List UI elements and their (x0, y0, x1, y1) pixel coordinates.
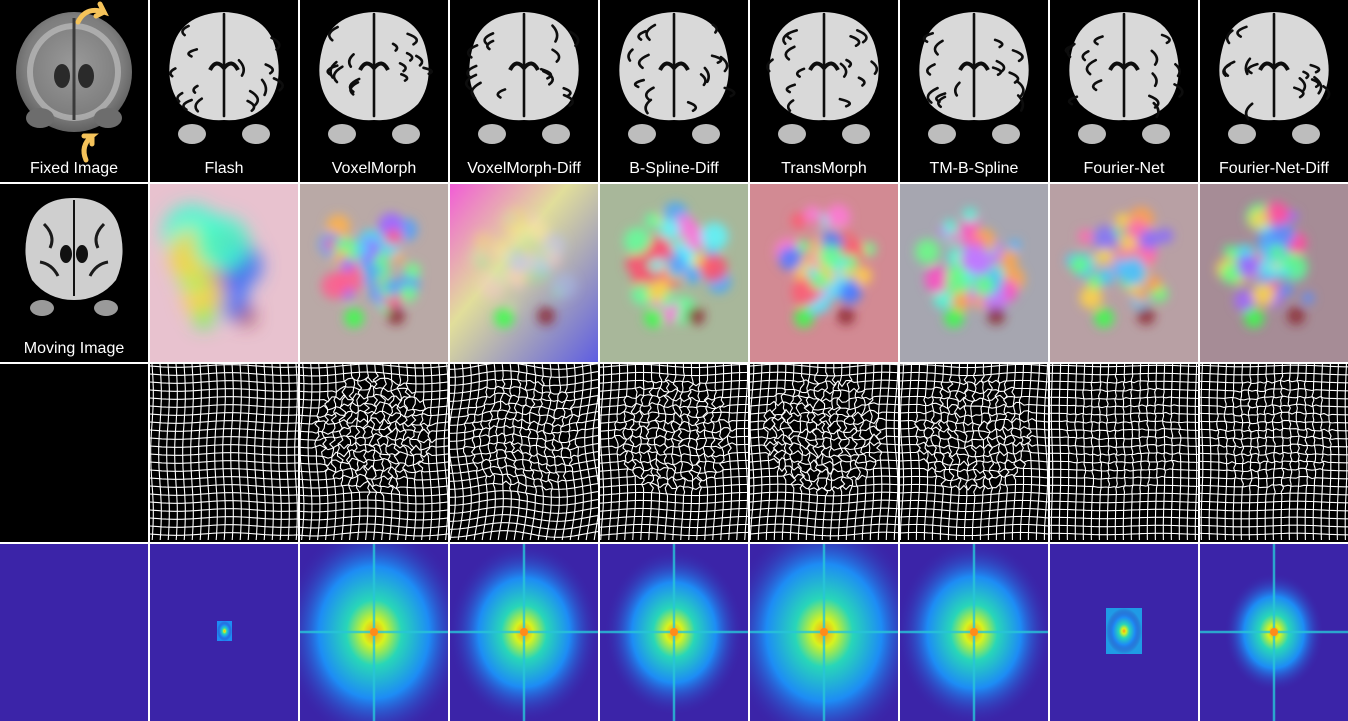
warped-brain-image (750, 0, 898, 182)
frequency-spectrum (600, 544, 748, 721)
warped-brain-image (450, 0, 598, 182)
fixed-image-cell: Fixed Image (0, 0, 148, 182)
warped-cell-voxelmorph-diff: VoxelMorph-Diff (450, 0, 598, 182)
warped-cell-b-spline-diff: B-Spline-Diff (600, 0, 748, 182)
deformation-grid (900, 364, 1048, 542)
spectrum-cell-b-spline-diff (600, 544, 748, 721)
grid-cell-tm-b-spline (900, 364, 1048, 542)
frequency-spectrum (1050, 544, 1198, 721)
flow-cell-tm-b-spline (900, 184, 1048, 362)
grid-cell-b-spline-diff (600, 364, 748, 542)
flow-cell-fourier-net (1050, 184, 1198, 362)
grid-cell-empty (0, 364, 148, 542)
deformation-grid (600, 364, 748, 542)
method-label: Fourier-Net (1083, 160, 1165, 177)
fixed-image-label: Fixed Image (29, 160, 119, 177)
deformation-grid (450, 364, 598, 542)
moving-image-cell: Moving Image (0, 184, 148, 362)
displacement-colormap (300, 184, 448, 362)
warped-cell-tm-b-spline: TM-B-Spline (900, 0, 1048, 182)
method-label: VoxelMorph (331, 160, 417, 177)
method-label: VoxelMorph-Diff (467, 160, 581, 177)
warped-cell-voxelmorph: VoxelMorph (300, 0, 448, 182)
spectrum-cell-voxelmorph-diff (450, 544, 598, 721)
displacement-colormap (750, 184, 898, 362)
grid-cell-fourier-net (1050, 364, 1198, 542)
flow-cell-voxelmorph-diff (450, 184, 598, 362)
spectrum-cell-flash (150, 544, 298, 721)
warped-brain-image (300, 0, 448, 182)
method-label: Fourier-Net-Diff (1219, 160, 1329, 177)
warped-brain-image (1050, 0, 1198, 182)
method-label: B-Spline-Diff (629, 160, 719, 177)
fixed-brain-image (0, 0, 148, 182)
deformation-grid (1200, 364, 1348, 542)
displacement-colormap (450, 184, 598, 362)
grid-cell-flash (150, 364, 298, 542)
spectrum-cell-fourier-net-diff (1200, 544, 1348, 721)
grid-cell-voxelmorph-diff (450, 364, 598, 542)
deformation-grid (150, 364, 298, 542)
grid-cell-fourier-net-diff (1200, 364, 1348, 542)
displacement-colormap (150, 184, 298, 362)
flow-cell-b-spline-diff (600, 184, 748, 362)
method-label: TM-B-Spline (929, 160, 1019, 177)
frequency-spectrum (1200, 544, 1348, 721)
flow-cell-flash (150, 184, 298, 362)
displacement-colormap (1200, 184, 1348, 362)
warped-brain-image (150, 0, 298, 182)
moving-brain-image (0, 184, 148, 362)
flow-cell-transmorph (750, 184, 898, 362)
warped-cell-fourier-net: Fourier-Net (1050, 0, 1198, 182)
frequency-spectrum (150, 544, 298, 721)
displacement-colormap (900, 184, 1048, 362)
spectrum-cell-tm-b-spline (900, 544, 1048, 721)
warped-brain-image (600, 0, 748, 182)
warped-brain-image (900, 0, 1048, 182)
curved-arrow-icon (75, 1, 109, 25)
curved-arrow-icon (81, 133, 99, 163)
method-label: TransMorph (781, 160, 867, 177)
spectrum-cell-voxelmorph (300, 544, 448, 721)
deformation-grid (1050, 364, 1198, 542)
frequency-spectrum (300, 544, 448, 721)
warped-cell-transmorph: TransMorph (750, 0, 898, 182)
spectrum-cell-fourier-net (1050, 544, 1198, 721)
spectrum-cell-transmorph (750, 544, 898, 721)
frequency-spectrum (900, 544, 1048, 721)
flow-cell-voxelmorph (300, 184, 448, 362)
method-label: Flash (204, 160, 244, 177)
spectrum-cell-empty (0, 544, 148, 721)
displacement-colormap (600, 184, 748, 362)
frequency-spectrum (450, 544, 598, 721)
warped-brain-image (1200, 0, 1348, 182)
warped-cell-flash: Flash (150, 0, 298, 182)
deformation-grid (300, 364, 448, 542)
deformation-grid (750, 364, 898, 542)
frequency-spectrum (750, 544, 898, 721)
displacement-colormap (1050, 184, 1198, 362)
grid-cell-transmorph (750, 364, 898, 542)
grid-cell-voxelmorph (300, 364, 448, 542)
moving-image-label: Moving Image (23, 340, 125, 357)
flow-cell-fourier-net-diff (1200, 184, 1348, 362)
warped-cell-fourier-net-diff: Fourier-Net-Diff (1200, 0, 1348, 182)
